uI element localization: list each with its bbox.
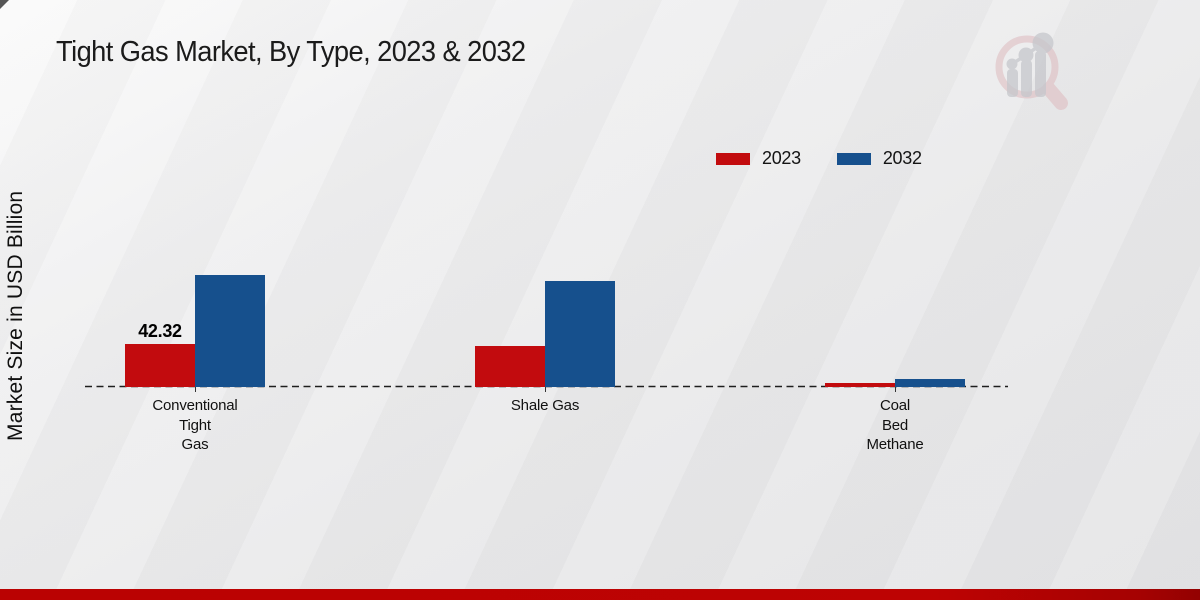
- bar-value-label: 42.32: [138, 321, 182, 341]
- x-axis-tick-conventional-tight-gas: [194, 387, 196, 392]
- bar-2023-conventional-tight-gas: [125, 344, 195, 387]
- x-axis-category-label-conventional-tight-gas: Conventional Tight Gas: [152, 397, 238, 453]
- x-axis-category-label-shale-gas: Shale Gas: [510, 397, 580, 414]
- x-axis-tick-shale-gas: [544, 387, 546, 392]
- legend-label-2023: 2023: [762, 148, 801, 168]
- bar-2023-coal-bed-methane: [825, 382, 895, 387]
- legend: 2023 2032: [716, 148, 922, 169]
- bar-2032-coal-bed-methane: [895, 378, 965, 387]
- chart-title: Tight Gas Market, By Type, 2023 & 2032: [56, 36, 526, 68]
- x-axis-category-label-coal-bed-methane: Coal Bed Methane: [866, 397, 924, 453]
- screenshot-corner-artifact: [0, 0, 9, 9]
- legend-item-2023: 2023: [716, 148, 801, 169]
- x-axis-tick-coal-bed-methane: [894, 387, 896, 392]
- legend-item-2032: 2032: [836, 148, 922, 169]
- bar-2023-shale-gas: [475, 345, 545, 387]
- bar-2032-conventional-tight-gas: [195, 274, 265, 387]
- legend-label-2032: 2032: [882, 148, 922, 168]
- market-research-future-logo-icon: [995, 32, 1068, 110]
- legend-swatch-2032: [836, 152, 871, 165]
- footer-accent-bar: [0, 589, 1200, 600]
- legend-swatch-2023: [716, 152, 750, 165]
- bar-2032-shale-gas: [545, 281, 615, 387]
